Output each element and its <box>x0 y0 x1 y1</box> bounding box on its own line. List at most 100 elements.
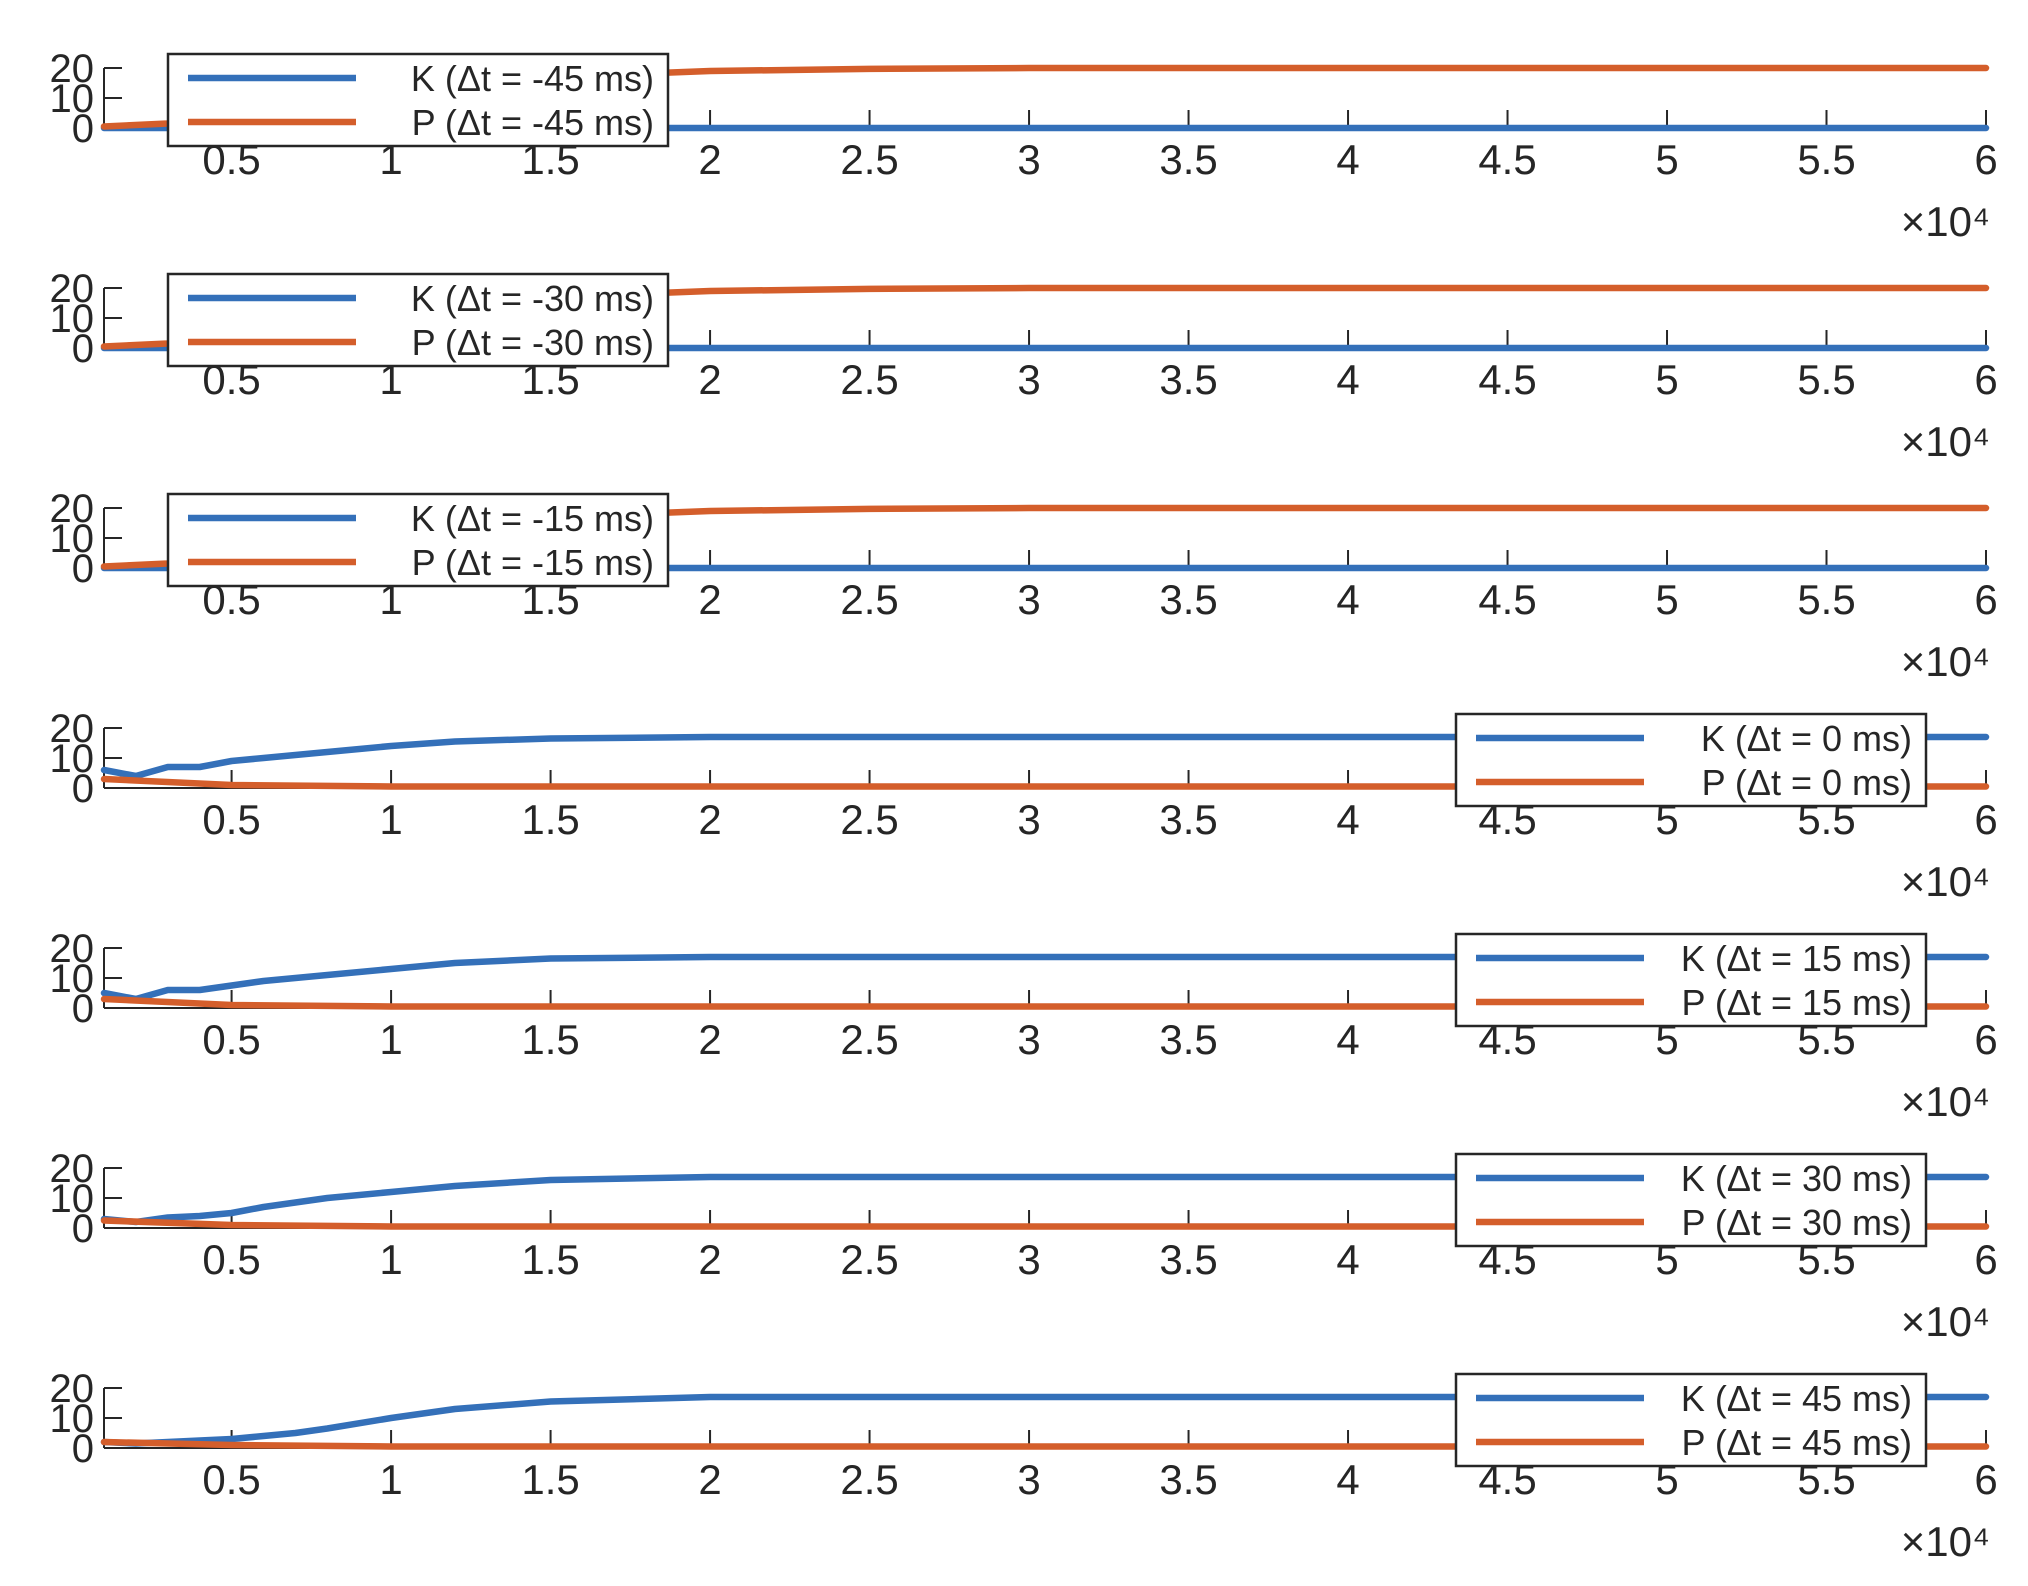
legend-label: P (Δt = 0 ms) <box>1702 762 1912 803</box>
y-tick-label: 10 <box>50 737 95 781</box>
legend-label: P (Δt = -15 ms) <box>412 542 654 583</box>
x-tick-label: 1.5 <box>521 796 579 843</box>
x-tick-label: 4 <box>1336 796 1359 843</box>
x-tick-label: 6 <box>1974 1236 1997 1283</box>
y-tick-label: 20 <box>50 927 95 971</box>
x-tick-label: 4 <box>1336 1236 1359 1283</box>
x-tick-label: 5 <box>1655 576 1678 623</box>
legend-label: P (Δt = 30 ms) <box>1682 1202 1912 1243</box>
x-tick-label: 3 <box>1017 1456 1040 1503</box>
x-multiplier-label: ×10⁴ <box>1901 198 1990 245</box>
x-tick-label: 2.5 <box>840 136 898 183</box>
legend-label: K (Δt = -45 ms) <box>411 58 654 99</box>
legend-label: K (Δt = 30 ms) <box>1681 1158 1912 1199</box>
y-tick-label: 0 <box>72 1427 94 1471</box>
x-tick-label: 4 <box>1336 356 1359 403</box>
x-tick-label: 6 <box>1974 1456 1997 1503</box>
x-tick-label: 0.5 <box>202 1016 260 1063</box>
x-tick-label: 6 <box>1974 576 1997 623</box>
x-tick-label: 0.5 <box>202 796 260 843</box>
y-tick-label: 0 <box>72 987 94 1031</box>
x-tick-label: 4.5 <box>1478 576 1536 623</box>
x-tick-label: 2.5 <box>840 356 898 403</box>
x-tick-label: 0.5 <box>202 1456 260 1503</box>
legend-label: P (Δt = -30 ms) <box>412 322 654 363</box>
x-tick-label: 1 <box>379 1236 402 1283</box>
x-tick-label: 3 <box>1017 796 1040 843</box>
x-tick-label: 0.5 <box>202 1236 260 1283</box>
x-tick-label: 1.5 <box>521 1456 579 1503</box>
x-tick-label: 1 <box>379 576 402 623</box>
y-tick-label: 20 <box>50 1147 95 1191</box>
x-tick-label: 3 <box>1017 1016 1040 1063</box>
x-tick-label: 4 <box>1336 136 1359 183</box>
x-tick-label: 2 <box>698 576 721 623</box>
legend: K (Δt = 45 ms)P (Δt = 45 ms) <box>1454 1372 1928 1468</box>
x-tick-label: 4.5 <box>1478 356 1536 403</box>
legend-box <box>1454 932 1928 1028</box>
x-tick-label: 1 <box>379 356 402 403</box>
x-tick-label: 2.5 <box>840 1456 898 1503</box>
x-tick-label: 2.5 <box>840 1016 898 1063</box>
x-tick-label: 2.5 <box>840 576 898 623</box>
x-tick-label: 3 <box>1017 1236 1040 1283</box>
x-tick-label: 1 <box>379 136 402 183</box>
y-tick-label: 20 <box>50 707 95 751</box>
legend-box <box>166 272 670 368</box>
x-tick-label: 5.5 <box>1797 136 1855 183</box>
y-tick-label: 0 <box>72 1207 94 1251</box>
legend-label: P (Δt = -45 ms) <box>412 102 654 143</box>
legend-label: K (Δt = -15 ms) <box>411 498 654 539</box>
x-tick-label: 1 <box>379 796 402 843</box>
x-tick-label: 2 <box>698 1016 721 1063</box>
x-tick-label: 3.5 <box>1159 1016 1217 1063</box>
y-tick-label: 0 <box>72 107 94 151</box>
legend-label: K (Δt = 45 ms) <box>1681 1378 1912 1419</box>
y-tick-label: 10 <box>50 297 95 341</box>
x-tick-label: 4.5 <box>1478 136 1536 183</box>
x-tick-label: 1 <box>379 1016 402 1063</box>
legend-box <box>1454 1152 1928 1248</box>
x-tick-label: 2 <box>698 356 721 403</box>
x-tick-label: 5 <box>1655 136 1678 183</box>
x-tick-label: 5 <box>1655 796 1678 843</box>
y-tick-label: 10 <box>50 517 95 561</box>
x-tick-label: 1.5 <box>521 1016 579 1063</box>
y-tick-label: 0 <box>72 767 94 811</box>
x-tick-label: 2.5 <box>840 1236 898 1283</box>
y-tick-label: 10 <box>50 957 95 1001</box>
y-tick-label: 0 <box>72 547 94 591</box>
x-tick-label: 2 <box>698 1456 721 1503</box>
y-tick-label: 10 <box>50 1397 95 1441</box>
x-tick-label: 3 <box>1017 356 1040 403</box>
legend-label: K (Δt = 15 ms) <box>1681 938 1912 979</box>
legend-box <box>1454 712 1928 808</box>
x-tick-label: 5 <box>1655 1456 1678 1503</box>
legend-box <box>1454 1372 1928 1468</box>
x-tick-label: 5 <box>1655 1016 1678 1063</box>
x-multiplier-label: ×10⁴ <box>1901 858 1990 905</box>
x-multiplier-label: ×10⁴ <box>1901 1078 1990 1125</box>
x-tick-label: 6 <box>1974 356 1997 403</box>
x-tick-label: 5.5 <box>1797 576 1855 623</box>
x-tick-label: 4 <box>1336 1456 1359 1503</box>
x-tick-label: 3 <box>1017 136 1040 183</box>
legend: K (Δt = 15 ms)P (Δt = 15 ms) <box>1454 932 1928 1028</box>
x-tick-label: 5 <box>1655 356 1678 403</box>
legend: K (Δt = -30 ms)P (Δt = -30 ms) <box>166 272 670 368</box>
x-tick-label: 4 <box>1336 576 1359 623</box>
x-tick-label: 3.5 <box>1159 1236 1217 1283</box>
series-line-k <box>100 1173 1990 1226</box>
y-tick-label: 20 <box>50 487 95 531</box>
legend-box <box>166 52 670 148</box>
x-tick-label: 6 <box>1974 1016 1997 1063</box>
series-line-k <box>100 733 1990 780</box>
x-tick-label: 1.5 <box>521 1236 579 1283</box>
legend-label: K (Δt = -30 ms) <box>411 278 654 319</box>
x-tick-label: 5 <box>1655 1236 1678 1283</box>
legend-box <box>166 492 670 588</box>
x-multiplier-label: ×10⁴ <box>1901 1518 1990 1565</box>
